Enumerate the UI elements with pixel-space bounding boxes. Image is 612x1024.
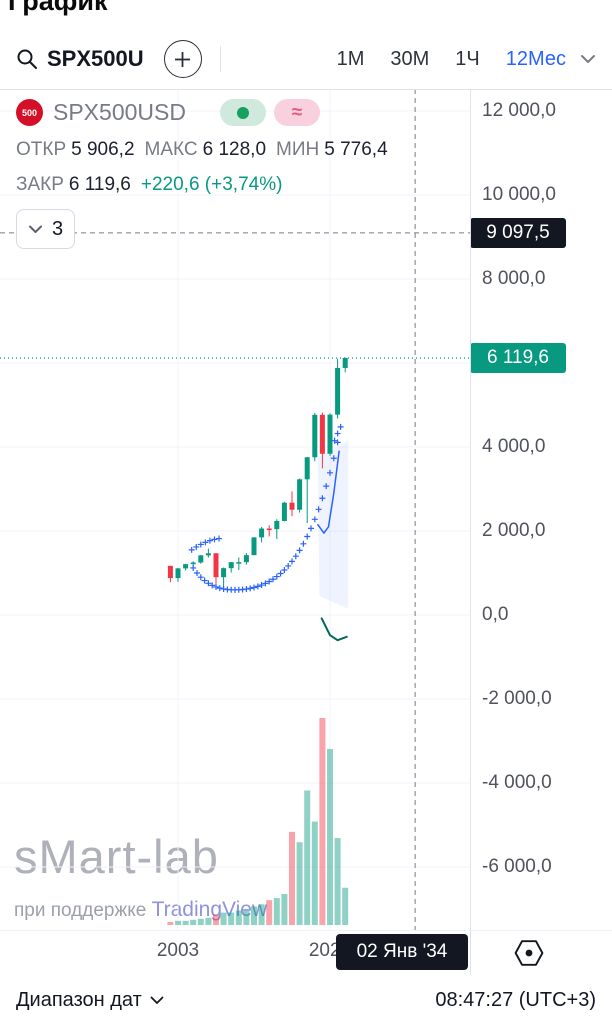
timeframe-1h[interactable]: 1Ч [455, 47, 480, 70]
visibility-toggle[interactable] [219, 99, 266, 126]
candlestick-chart[interactable] [0, 89, 470, 930]
change-value: +220,6 (+3,74%) [140, 174, 283, 195]
legend-toggles: ≈ [219, 99, 320, 126]
bottom-bar: Диапазон дат 08:47:27 (UTC+3) [0, 976, 612, 1024]
search-icon [17, 49, 37, 69]
plus-icon [175, 51, 191, 67]
timeframe-selector: 1М 30М 1Ч 12Мес [337, 48, 566, 71]
toolbar: SPX500U 1М 30М 1Ч 12Мес [0, 29, 612, 89]
axis-divider [470, 89, 471, 975]
watermark: sMart-lab при поддержке TradingView [14, 829, 267, 922]
close-value: 6 119,6 [68, 174, 131, 195]
watermark-subtitle: при поддержке TradingView [14, 898, 267, 922]
chevron-down-icon[interactable] [580, 54, 596, 64]
ohlc-row-2: ЗАКР 6 119,6 +220,6 (+3,74%) [16, 174, 388, 196]
open-value: 5 906,2 [71, 139, 135, 160]
chart-legend: 500 SPX500USD ≈ ОТКР 5 906,2 МАКС 6 128,0 … [16, 99, 388, 249]
price-axis-label: 12 000,0 [482, 100, 556, 121]
low-label: МИН [276, 139, 320, 160]
low-value: 5 776,4 [324, 139, 388, 160]
ohlc-row-1: ОТКР 5 906,2 МАКС 6 128,0 МИН 5 776,4 [16, 139, 388, 161]
close-label: ЗАКР [16, 174, 64, 195]
hexagon-eye-icon [514, 940, 544, 966]
page-title-text: График [8, 0, 108, 16]
timeframe-30m[interactable]: 30М [390, 47, 430, 70]
timeframe-12month[interactable]: 12Мес [505, 47, 566, 70]
legend-symbol: SPX500USD [53, 99, 186, 125]
symbol-name: SPX500U [47, 46, 144, 71]
axis-settings-button[interactable] [514, 938, 544, 968]
open-label: ОТКР [16, 139, 67, 160]
indicators-collapse-button[interactable]: 3 [16, 209, 76, 249]
watermark-prefix: при поддержке [14, 900, 147, 921]
time-axis[interactable]: 2003 2023 02 Янв '34 [0, 930, 612, 977]
price-axis-label: 2 000,0 [482, 520, 546, 541]
chart-area[interactable]: sMart-lab при поддержке TradingView 500 … [0, 89, 612, 930]
toolbar-divider [219, 46, 221, 72]
chevron-down-icon [150, 996, 164, 1004]
add-symbol-button[interactable] [163, 40, 202, 78]
date-range-selector[interactable]: Диапазон дат [16, 989, 164, 1012]
watermark-title: sMart-lab [14, 830, 219, 883]
approx-toggle[interactable]: ≈ [273, 99, 320, 126]
legend-row-symbol: 500 SPX500USD ≈ [16, 99, 388, 126]
price-axis-label: 8 000,0 [482, 268, 546, 289]
indicators-count: 3 [52, 217, 64, 240]
price-axis[interactable]: 12 000,0 10 000,0 8 000,0 4 000,0 2 000,0 0,0… [470, 89, 612, 930]
crosshair-price-badge: 9 097,5 [470, 217, 566, 248]
price-axis-label: -2 000,0 [482, 688, 552, 709]
sp500-logo-icon: 500 [16, 99, 43, 126]
symbol-search[interactable]: SPX500U [16, 46, 144, 72]
crosshair-date-badge: 02 Янв '34 [336, 934, 468, 970]
price-axis-label: 10 000,0 [482, 184, 556, 205]
high-value: 6 128,0 [202, 139, 267, 160]
high-label: МАКС [144, 139, 198, 160]
price-axis-label: 0,0 [482, 604, 509, 625]
clock: 08:47:27 (UTC+3) [435, 988, 596, 1011]
last-price-badge: 6 119,6 [470, 342, 566, 373]
page-title-partial: График [8, 0, 108, 17]
green-dot-icon [236, 106, 249, 119]
chevron-down-icon [29, 225, 42, 233]
price-axis-label: 4 000,0 [482, 436, 546, 457]
timeframe-1m[interactable]: 1М [336, 47, 365, 70]
price-axis-label: -4 000,0 [482, 772, 552, 793]
header: SPX500U 1М 30М 1Ч 12Мес [0, 0, 612, 90]
price-axis-label: -6 000,0 [482, 856, 552, 877]
date-range-label: Диапазон дат [16, 988, 142, 1011]
tradingview-brand: TradingView [151, 898, 268, 921]
time-axis-label: 2003 [156, 940, 200, 961]
